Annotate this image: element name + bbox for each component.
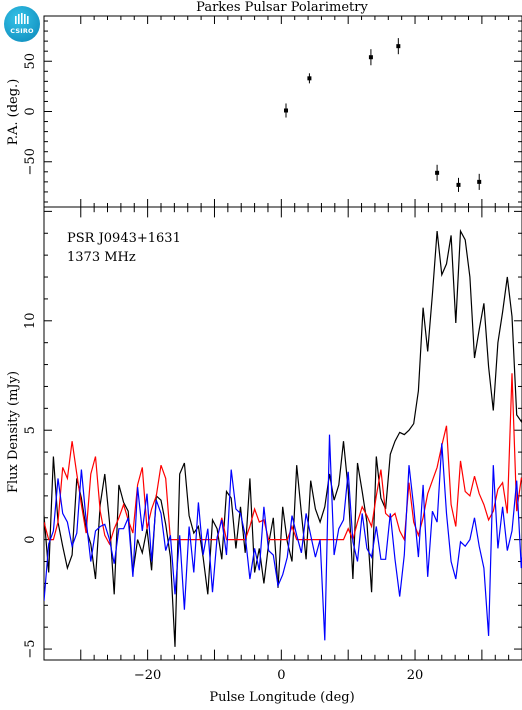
flux-y-tick-label: 10	[23, 313, 38, 330]
flux-y-tick-label: 5	[23, 426, 38, 434]
flux-profile-series	[44, 228, 522, 647]
pa-point	[456, 177, 461, 192]
csiro-logo: CSIRO	[4, 6, 40, 42]
csiro-logo-mark-icon	[15, 13, 29, 24]
pa-marker	[284, 108, 289, 113]
total-intensity-line	[44, 228, 522, 647]
position-angle-panel: −50 0 50 P.A. (deg.)	[6, 15, 522, 208]
flux-xlabel: Pulse Longitude (deg)	[209, 690, 354, 705]
flux-profile-ticks: −20 0 20 −5 0 5 10	[23, 207, 522, 683]
pa-marker	[307, 76, 312, 81]
pa-point	[396, 38, 401, 55]
csiro-logo-text: CSIRO	[10, 27, 34, 35]
position-angle-frame	[43, 15, 522, 208]
psr-name-annotation: PSR J0943+1631	[67, 231, 181, 246]
pa-point	[307, 73, 312, 84]
linear-polarization-line	[44, 373, 522, 546]
flux-x-tick-label: 0	[277, 668, 285, 683]
chart-title: Parkes Pulsar Polarimetry	[196, 0, 368, 15]
pa-point	[477, 173, 482, 190]
flux-y-tick-label: 0	[23, 535, 38, 543]
pa-y-tick-label: 50	[23, 53, 38, 70]
flux-profile-frame	[43, 206, 522, 661]
flux-x-tick-label: 20	[407, 668, 424, 683]
pa-y-tick-label: 0	[23, 107, 38, 115]
pa-marker	[368, 55, 373, 60]
pa-marker	[396, 44, 401, 49]
position-angle-ylabel: P.A. (deg.)	[6, 79, 21, 146]
pa-point	[435, 164, 440, 181]
pa-point	[368, 49, 373, 66]
pa-marker	[435, 170, 440, 175]
pa-marker	[477, 179, 482, 184]
flux-x-tick-label: −20	[134, 668, 161, 683]
pa-marker	[456, 182, 461, 187]
frequency-annotation: 1373 MHz	[67, 250, 136, 265]
flux-profile-panel: −20 0 20 −5 0 5 10 PSR J0943+1631 1373 MHz Flu…	[6, 206, 522, 705]
flux-y-tick-label: −5	[23, 639, 38, 658]
pa-y-tick-label: −50	[23, 148, 38, 175]
flux-ylabel: Flux Density (mJy)	[6, 371, 21, 493]
circular-polarization-line	[44, 434, 522, 641]
pa-point	[284, 103, 289, 118]
position-angle-ticks: −50 0 50	[23, 16, 522, 207]
position-angle-points	[284, 38, 482, 192]
